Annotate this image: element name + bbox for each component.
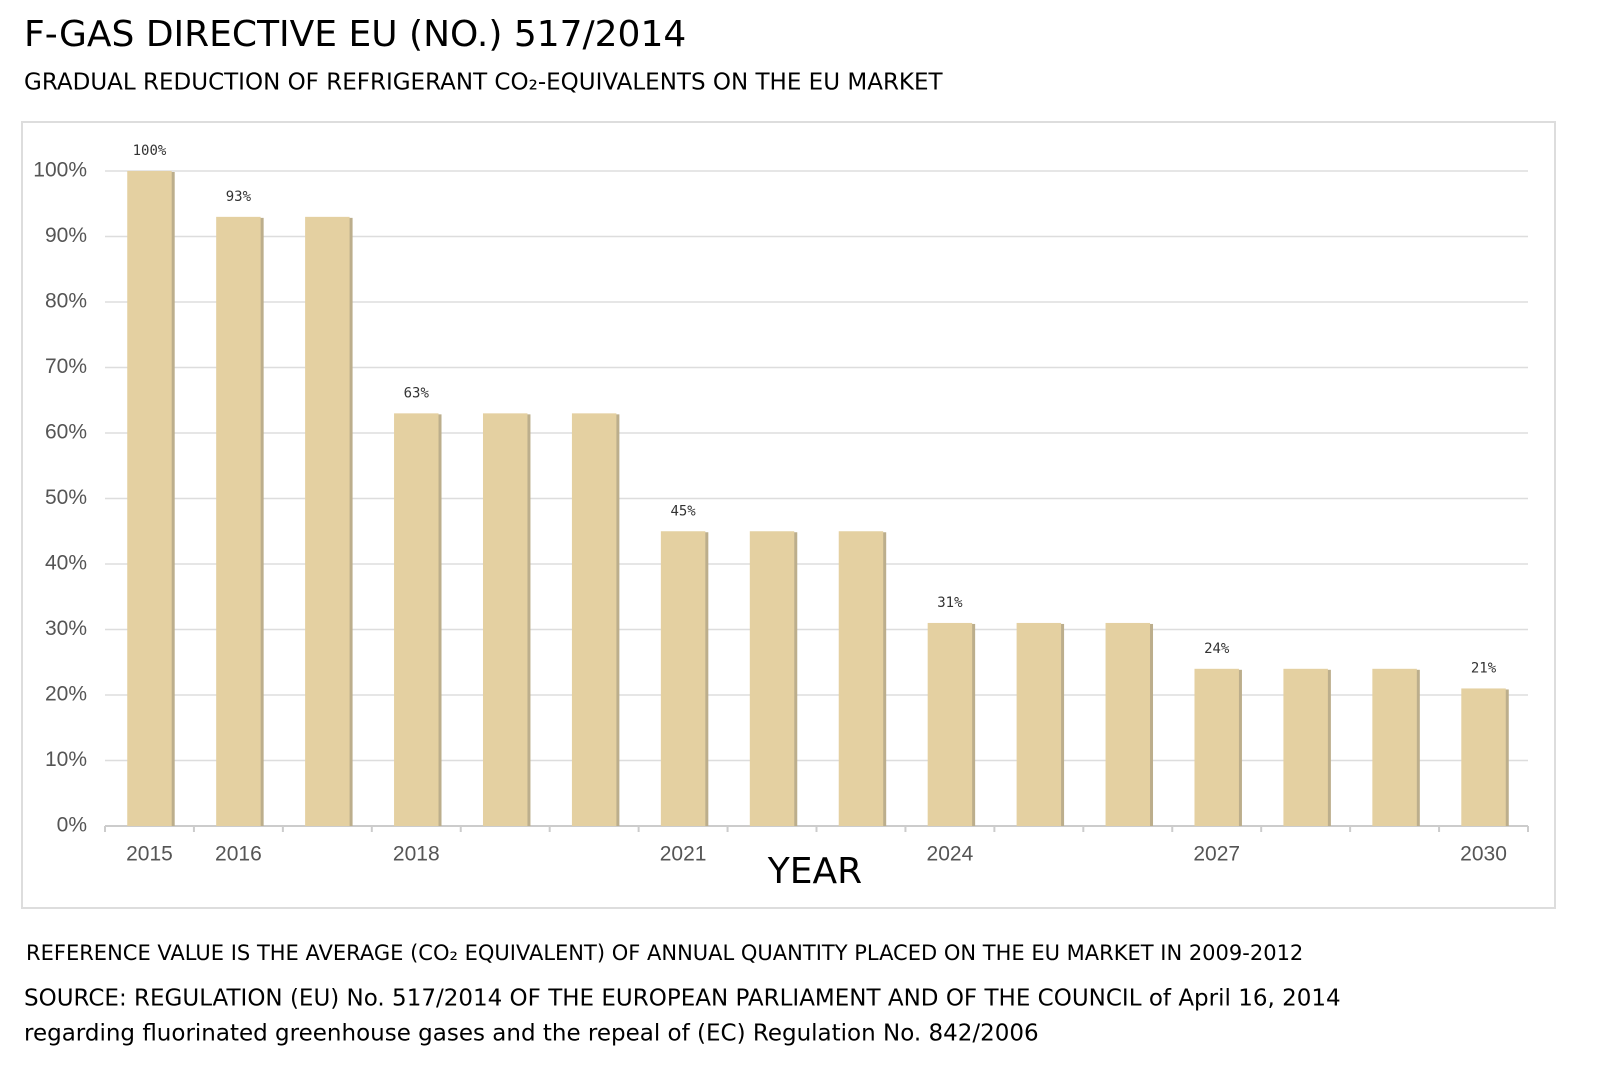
bar [1461,688,1506,826]
x-tick-label: 2024 [927,843,974,866]
value-label: 45% [670,503,696,519]
y-tick-label: 30% [45,617,87,640]
bar [838,531,884,826]
x-axis-label: YEAR [767,851,862,892]
bar [216,216,261,827]
note: REFERENCE VALUE IS THE AVERAGE (CO₂ EQUI… [26,941,1303,965]
bar [571,413,617,826]
y-tick-label: 50% [45,486,87,509]
y-tick-label: 80% [45,290,87,313]
source: SOURCE: REGULATION (EU) No. 517/2014 OF … [24,986,1341,1012]
y-tick-label: 40% [45,552,87,575]
bar [482,413,528,826]
bar [394,413,439,826]
value-label: 63% [404,385,430,401]
y-tick-label: 90% [45,224,87,247]
chart-subtitle: GRADUAL REDUCTION OF REFRIGERANT CO₂-EQU… [24,70,944,96]
value-label: 31% [937,595,963,611]
y-tick-label: 60% [45,421,87,444]
chart-title: F-GAS DIRECTIVE EU (NO.) 517/2014 [24,14,686,55]
x-tick-label: 2015 [126,843,173,866]
bar [749,531,795,826]
value-label: 93% [226,189,252,205]
bar [660,531,706,826]
bar [1372,668,1417,826]
bar [305,216,350,827]
x-tick-label: 2016 [215,843,262,866]
y-tick-label: 20% [45,683,87,706]
x-tick-label: 2021 [660,843,707,866]
bar [1283,668,1328,826]
bar [1194,668,1239,826]
bar [1105,622,1151,826]
value-label: 24% [1204,641,1230,657]
y-tick-label: 70% [45,355,87,378]
bar [1016,622,1062,826]
y-tick-label: 0% [57,814,87,837]
x-tick-label: 2027 [1193,843,1240,866]
y-tick-label: 10% [45,748,87,771]
bar [927,622,973,826]
x-tick-label: 2018 [393,843,440,866]
source: regarding fluorinated greenhouse gases a… [24,1021,1039,1047]
value-label: 100% [133,143,167,159]
value-label: 21% [1471,660,1497,676]
x-tick-label: 2030 [1460,843,1507,866]
bar [127,171,172,826]
y-tick-label: 100% [33,159,87,182]
